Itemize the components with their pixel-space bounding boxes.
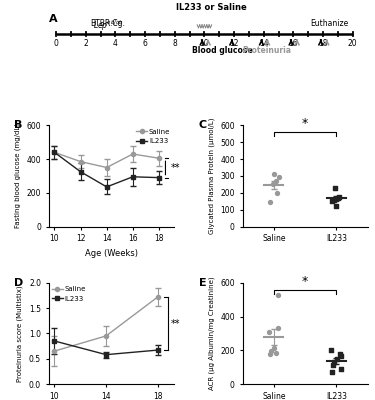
Point [273, 178, 279, 184]
Point [328, 369, 334, 375]
Text: 2: 2 [84, 40, 88, 48]
Text: 12: 12 [230, 40, 239, 48]
Point [334, 356, 340, 362]
Point [333, 203, 339, 210]
Point [267, 199, 273, 205]
Text: IL233 or Saline: IL233 or Saline [177, 3, 247, 12]
Text: **: ** [171, 163, 180, 173]
Point [331, 359, 337, 365]
Text: A: A [49, 14, 57, 24]
Y-axis label: Proteinuria score (Multistix): Proteinuria score (Multistix) [17, 285, 23, 382]
Point [270, 180, 276, 187]
Point [332, 184, 338, 191]
Text: 20: 20 [348, 40, 357, 48]
Point [267, 351, 273, 358]
Y-axis label: Fasting blood glucose (mg/dL): Fasting blood glucose (mg/dL) [14, 124, 21, 228]
Point [268, 348, 274, 354]
Legend: Saline, IL233: Saline, IL233 [136, 129, 170, 144]
Text: 4: 4 [113, 40, 118, 48]
Y-axis label: ACR (µg Albumin/mg Creatinine): ACR (µg Albumin/mg Creatinine) [208, 276, 214, 390]
Text: 6: 6 [142, 40, 147, 48]
Text: Euthanize: Euthanize [310, 20, 348, 28]
Point [328, 347, 334, 354]
Y-axis label: Glycated Plasma Protein (µmol/L): Glycated Plasma Protein (µmol/L) [208, 118, 214, 234]
Point [273, 350, 279, 356]
Point [331, 196, 337, 203]
Point [337, 351, 343, 358]
Legend: Saline, IL233: Saline, IL233 [52, 286, 86, 302]
Text: Proteinuria: Proteinuria [242, 46, 291, 55]
Point [276, 174, 282, 180]
Text: 0: 0 [54, 40, 58, 48]
X-axis label: Age (Weeks): Age (Weeks) [85, 249, 138, 258]
Point [266, 328, 272, 335]
Point [275, 291, 281, 298]
Text: 16: 16 [288, 40, 298, 48]
Text: B: B [14, 120, 22, 130]
Point [335, 195, 341, 201]
Text: 18: 18 [318, 40, 328, 48]
Point [336, 194, 342, 200]
Point [338, 366, 344, 372]
Text: $\it{Lep}$$^{ob/ob}$: $\it{Lep}$$^{ob/ob}$ [93, 18, 123, 33]
Point [271, 344, 277, 351]
Text: E: E [199, 278, 206, 288]
Text: 10: 10 [200, 40, 209, 48]
Text: 14: 14 [259, 40, 268, 48]
Point [338, 353, 344, 359]
Text: C: C [199, 120, 207, 130]
Point [271, 171, 277, 178]
Text: *: * [302, 117, 308, 130]
Point [330, 362, 336, 369]
Text: *: * [302, 275, 308, 288]
Point [329, 198, 335, 204]
Point [333, 196, 339, 202]
Text: 8: 8 [172, 40, 177, 48]
Text: BTBR.Cg.: BTBR.Cg. [91, 20, 126, 28]
Point [273, 190, 279, 196]
Text: D: D [14, 278, 23, 288]
Text: Blood glucose: Blood glucose [192, 46, 252, 55]
Text: **: ** [171, 318, 180, 328]
Point [275, 325, 281, 332]
